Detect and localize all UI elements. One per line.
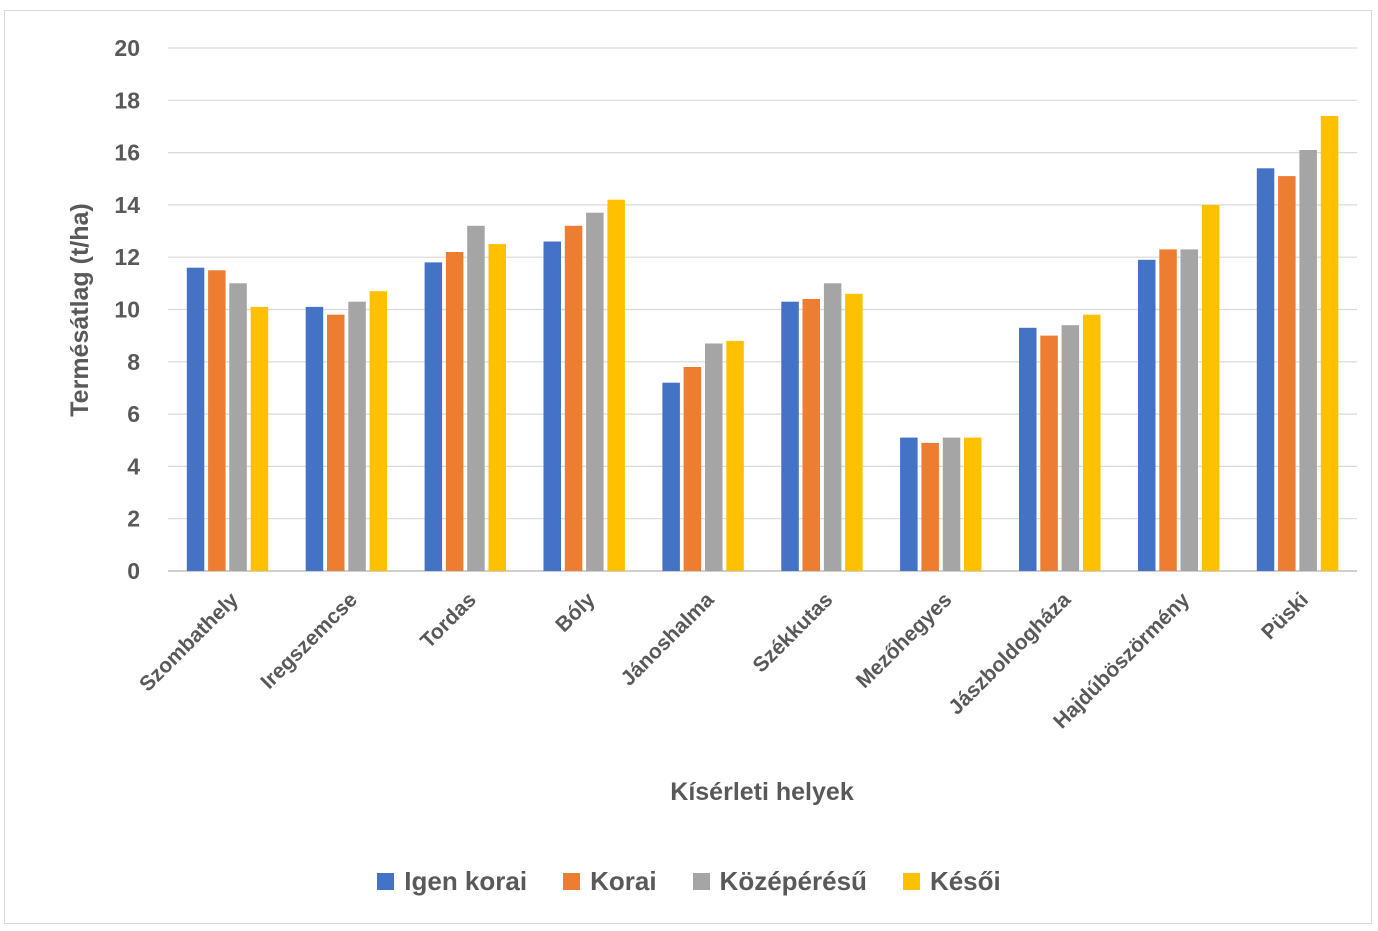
- bar-igen-korai-2: [424, 262, 443, 571]
- bar-késői-7: [1083, 314, 1101, 571]
- x-axis-ticks: Szombathely Iregszemcse Tordas Bóly Jánoshal…: [135, 588, 1313, 733]
- legend-item: Késői: [902, 866, 1001, 897]
- x-tick-label: Bóly: [551, 588, 600, 637]
- y-tick-label: 14: [114, 192, 140, 218]
- legend-swatch: [563, 873, 581, 890]
- bar-korai-0: [208, 270, 226, 571]
- bar-késői-3: [607, 199, 625, 571]
- x-tick-label: Mezőhegyes: [852, 588, 957, 693]
- x-tick-label: Iregszemcse: [256, 588, 361, 693]
- bar-korai-5: [802, 299, 820, 571]
- bar-késői-6: [964, 437, 982, 571]
- bar-késői-9: [1320, 116, 1339, 571]
- bar-késői-2: [488, 244, 506, 571]
- y-tick-label: 4: [127, 453, 140, 479]
- bar-igen-korai-5: [781, 301, 799, 571]
- y-tick-label: 10: [114, 297, 140, 323]
- legend-swatch: [692, 873, 710, 890]
- bar-középérésű-8: [1180, 249, 1198, 571]
- bar-korai-4: [683, 367, 702, 571]
- legend-label: Késői: [929, 866, 1001, 896]
- x-axis-title: Kísérleti helyek: [670, 778, 854, 806]
- bar-korai-1: [327, 314, 345, 571]
- bar-korai-9: [1278, 176, 1296, 571]
- x-tick-label: Tordas: [416, 588, 481, 653]
- bar-középérésű-1: [348, 301, 366, 571]
- bar-korai-3: [564, 225, 583, 572]
- chart-frame: [4, 10, 1372, 924]
- bar-középérésű-4: [705, 343, 723, 571]
- y-axis-title: Termésátlag (t/ha): [66, 203, 94, 416]
- y-tick-label: 12: [114, 244, 140, 270]
- bar-késői-1: [369, 291, 388, 571]
- x-tick-label: Jászboldogháza: [944, 588, 1075, 719]
- bar-igen-korai-9: [1256, 168, 1275, 572]
- bar-középérésű-6: [942, 437, 961, 571]
- bar-késői-8: [1201, 204, 1220, 571]
- y-tick-label: 2: [127, 506, 140, 532]
- bar-középérésű-7: [1061, 325, 1080, 571]
- y-tick-label: 18: [114, 87, 140, 113]
- y-tick-label: 16: [114, 140, 140, 166]
- bar-középérésű-9: [1299, 150, 1317, 571]
- bar-középérésű-0: [229, 283, 247, 571]
- bar-késői-0: [250, 306, 269, 571]
- gridlines: [168, 47, 1357, 572]
- bar-középérésű-2: [467, 225, 485, 572]
- legend-item: Korai: [563, 866, 657, 897]
- bar-korai-6: [921, 442, 939, 571]
- legend-label: Korai: [590, 866, 657, 896]
- x-tick-label: Hajdúböszörmény: [1049, 588, 1194, 733]
- x-tick-label: Szombathely: [135, 588, 243, 696]
- y-tick-label: 8: [127, 349, 140, 375]
- bar-középérésű-3: [586, 212, 604, 571]
- bar-igen-korai-4: [662, 382, 680, 571]
- legend-item: Igen korai: [377, 866, 527, 897]
- legend: Igen korai Korai Középérésű Késői: [0, 866, 1378, 897]
- legend-swatch: [902, 873, 920, 890]
- x-tick-label: Püski: [1257, 588, 1313, 644]
- y-axis-ticks: 0 2 4 6 8 10 12 14 16 18 20: [114, 35, 140, 584]
- bars: [186, 116, 1339, 572]
- bar-késői-5: [845, 293, 863, 571]
- x-tick-label: Székkutas: [749, 588, 838, 677]
- bar-igen-korai-6: [900, 437, 918, 571]
- legend-label: Középérésű: [719, 866, 867, 896]
- bar-igen-korai-0: [186, 267, 205, 571]
- bar-késői-4: [726, 340, 744, 571]
- bar-igen-korai-8: [1138, 259, 1156, 571]
- y-tick-label: 20: [114, 35, 140, 61]
- x-tick-label: Jánoshalma: [616, 588, 718, 690]
- bar-igen-korai-7: [1019, 327, 1037, 571]
- y-tick-label: 6: [127, 401, 140, 427]
- legend-label: Igen korai: [404, 866, 528, 896]
- bar-igen-korai-3: [543, 241, 561, 571]
- legend-item: Középérésű: [692, 866, 867, 897]
- y-tick-label: 0: [127, 558, 140, 584]
- bar-korai-2: [445, 252, 464, 571]
- bar-igen-korai-1: [305, 306, 324, 571]
- bar-korai-8: [1159, 249, 1177, 571]
- bar-korai-7: [1040, 335, 1058, 571]
- bar-középérésű-5: [823, 283, 842, 571]
- legend-swatch: [377, 873, 395, 890]
